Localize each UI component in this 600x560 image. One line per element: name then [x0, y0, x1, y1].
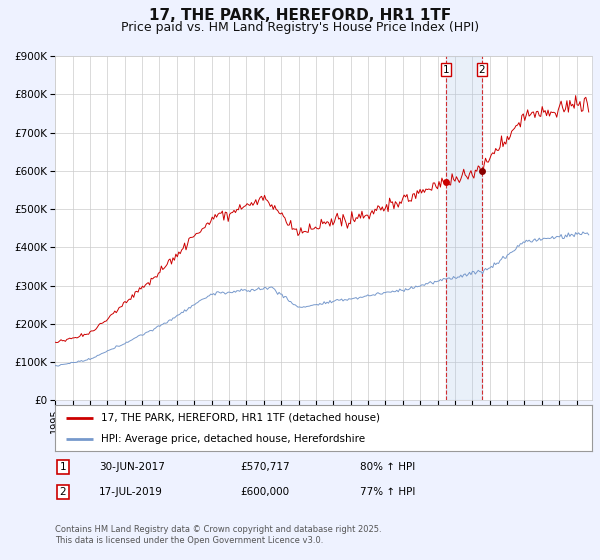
- Text: HPI: Average price, detached house, Herefordshire: HPI: Average price, detached house, Here…: [101, 435, 365, 444]
- Text: £570,717: £570,717: [240, 462, 290, 472]
- Text: 1: 1: [59, 462, 67, 472]
- Text: 17, THE PARK, HEREFORD, HR1 1TF (detached house): 17, THE PARK, HEREFORD, HR1 1TF (detache…: [101, 413, 380, 423]
- Text: £600,000: £600,000: [240, 487, 289, 497]
- Text: 1: 1: [443, 64, 449, 74]
- Text: 77% ↑ HPI: 77% ↑ HPI: [360, 487, 415, 497]
- Text: 17, THE PARK, HEREFORD, HR1 1TF: 17, THE PARK, HEREFORD, HR1 1TF: [149, 8, 451, 24]
- Text: Contains HM Land Registry data © Crown copyright and database right 2025.
This d: Contains HM Land Registry data © Crown c…: [55, 525, 382, 545]
- Text: 80% ↑ HPI: 80% ↑ HPI: [360, 462, 415, 472]
- Text: Price paid vs. HM Land Registry's House Price Index (HPI): Price paid vs. HM Land Registry's House …: [121, 21, 479, 34]
- Text: 2: 2: [479, 64, 485, 74]
- Text: 17-JUL-2019: 17-JUL-2019: [99, 487, 163, 497]
- Text: 30-JUN-2017: 30-JUN-2017: [99, 462, 165, 472]
- Bar: [446, 56, 482, 400]
- Text: 2: 2: [59, 487, 67, 497]
